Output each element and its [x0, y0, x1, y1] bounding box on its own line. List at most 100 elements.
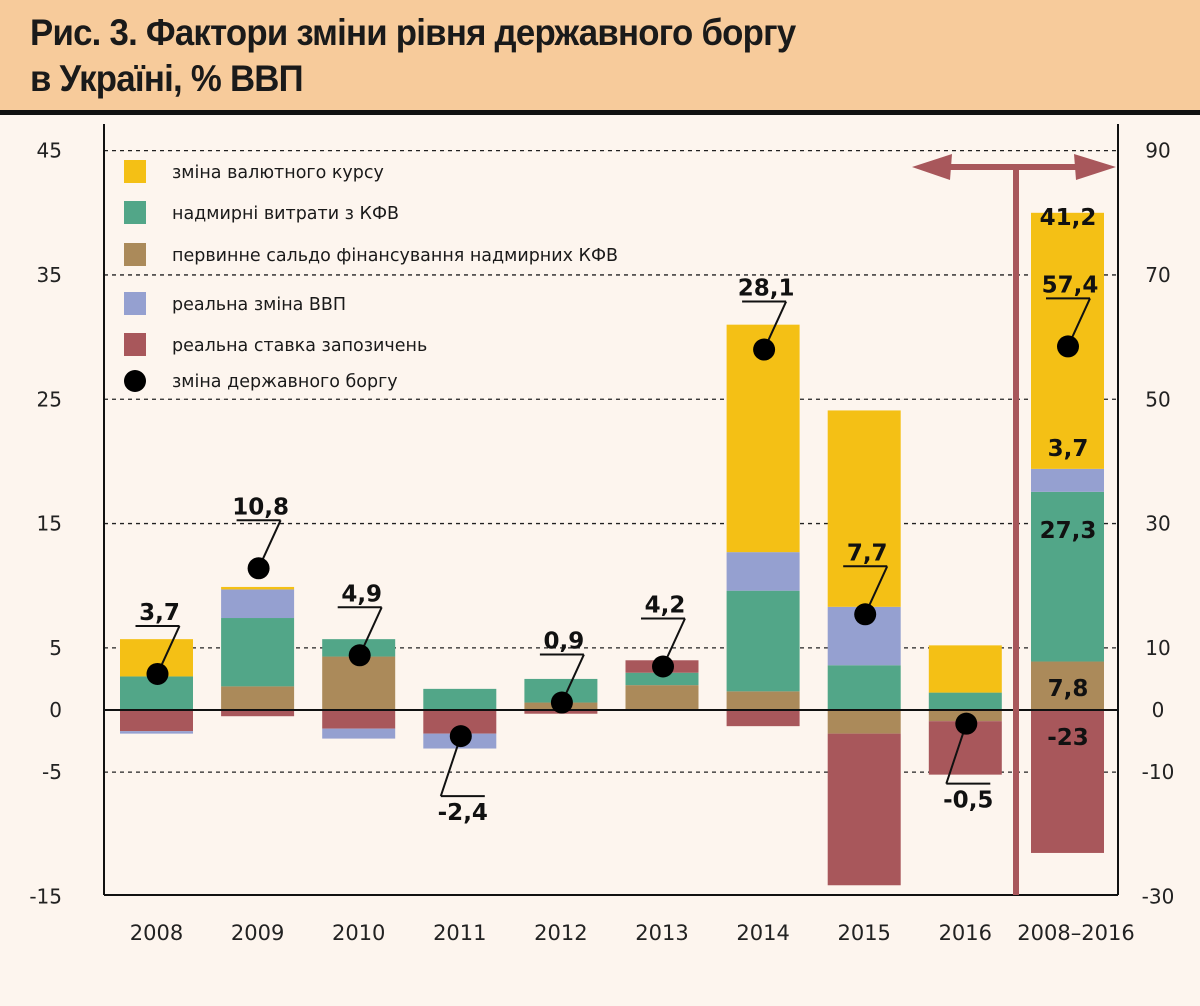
legend-dot-icon	[124, 370, 146, 392]
legend-swatch-primary_balance	[124, 243, 146, 266]
legend-label: реальна зміна ВВП	[172, 295, 346, 315]
debt-change-dot	[247, 557, 270, 580]
cumulative-segment-label-exchange_rate: 41,2	[1040, 205, 1097, 231]
left-axis-tick-label: -5	[42, 760, 62, 784]
arrow-head-left-icon	[912, 154, 952, 180]
x-axis-label: 2008–2016	[1017, 921, 1134, 945]
chart-title: Рис. 3. Фактори зміни рівня державного б…	[30, 10, 796, 102]
bar-segment-real_rate	[322, 710, 396, 729]
legend-item: первинне сальдо фінансування надмирних К…	[124, 243, 618, 266]
legend-swatch-real_gdp	[124, 292, 146, 315]
bar-segment-real_rate	[827, 733, 901, 886]
debt-change-label: 4,9	[341, 581, 382, 607]
bar-stack-2009	[221, 586, 295, 717]
debt-change-label: 28,1	[738, 276, 795, 302]
x-axis-label: 2016	[939, 921, 992, 945]
cumulative-segment-label-real_rate: -23	[1047, 725, 1089, 751]
bar-segment-excess_spending	[726, 590, 800, 692]
legend-item: зміна валютного курсу	[124, 160, 384, 183]
debt-change-dot	[652, 655, 674, 678]
legend-label: реальна ставка запозичень	[172, 336, 427, 356]
bar-stack-2014	[726, 324, 800, 727]
bar-segment-exchange_rate	[827, 410, 901, 607]
right-axis-tick-label: 10	[1145, 636, 1170, 660]
bar-segment-excess_spending	[1031, 491, 1104, 662]
x-axis-label: 2013	[635, 921, 688, 945]
left-axis-tick-label: 5	[49, 636, 62, 660]
debt-change-callout-2015: 7,7	[843, 540, 889, 626]
bar-segment-primary_balance	[625, 685, 699, 710]
bar-segment-real_gdp	[322, 728, 396, 739]
bar-segment-primary_balance	[827, 710, 901, 734]
bar-segment-real_rate	[221, 710, 295, 717]
debt-change-callout-2010: 4,9	[337, 581, 383, 667]
bar-segment-excess_spending	[423, 688, 497, 710]
debt-change-dot	[854, 603, 877, 626]
legend: зміна валютного курсу надмирні витрати з …	[124, 160, 618, 392]
legend-item: реальна ставка запозичень	[124, 333, 427, 356]
chart-title-line-1: Рис. 3. Фактори зміни рівня державного б…	[30, 12, 796, 53]
debt-change-callout-2008–2016: 57,4	[1042, 272, 1098, 358]
debt-change-dot	[1057, 335, 1079, 358]
cumulative-arrow-annotation	[912, 154, 1116, 895]
x-axis-label: 2014	[736, 921, 789, 945]
left-axis-tick-label: 45	[37, 139, 62, 163]
debt-change-callout-2012: 0,9	[539, 629, 585, 714]
debt-change-callout-2016: -0,5	[943, 712, 993, 814]
debt-change-label: 4,2	[645, 592, 686, 618]
right-axis-tick-label: 30	[1145, 512, 1170, 536]
bar-segment-excess_spending	[928, 692, 1002, 710]
bar-stack-2015	[827, 410, 901, 886]
x-axis-label: 2012	[534, 921, 587, 945]
x-axis-label: 2008	[130, 921, 183, 945]
cumulative-segment-label-excess_spending: 27,3	[1040, 518, 1097, 544]
right-axis-tick-label: 90	[1145, 139, 1170, 163]
right-axis-tick-label: 70	[1145, 263, 1170, 287]
bar-segment-exchange_rate	[221, 586, 295, 590]
bar-stack-2013	[625, 660, 699, 710]
arrow-head-right-icon	[1074, 154, 1116, 180]
debt-change-callout-2013: 4,2	[641, 592, 686, 678]
x-axis-label: 2010	[332, 921, 385, 945]
debt-change-callout-2009: 10,8	[232, 494, 289, 580]
bar-segment-real_rate	[423, 710, 497, 734]
bar-segment-real_rate	[120, 710, 193, 732]
legend-label: зміна державного боргу	[172, 372, 398, 392]
bar-stack-2008	[120, 639, 193, 734]
cumulative-segment-label-real_gdp: 3,7	[1048, 436, 1089, 462]
legend-label: надмирні витрати з КФВ	[172, 204, 399, 224]
x-axis-label: 2015	[837, 921, 890, 945]
legend-swatch-exchange_rate	[124, 160, 146, 183]
debt-change-dot	[955, 712, 978, 735]
legend-label: зміна валютного курсу	[172, 163, 384, 183]
bar-segment-real_gdp	[120, 731, 193, 734]
left-axis-tick-label: 25	[37, 387, 62, 411]
bar-stack-2008–2016	[1031, 212, 1104, 853]
axes: 45 90 35 70 25 50 15 30 5 10 0 0 -5 -10 -15 -30 2008 2009…	[29, 124, 1174, 945]
bar-segment-excess_spending	[827, 665, 901, 710]
debt-change-dot	[146, 662, 169, 685]
legend-swatch-excess_spending	[124, 201, 146, 224]
chart-header: Рис. 3. Фактори зміни рівня державного б…	[0, 0, 1200, 115]
debt-change-label: 3,7	[139, 600, 180, 626]
legend-item: зміна державного боргу	[124, 370, 398, 392]
legend-swatch-real_rate	[124, 333, 146, 356]
bar-segment-primary_balance	[221, 686, 295, 710]
legend-item: реальна зміна ВВП	[124, 292, 346, 315]
debt-change-dot	[348, 644, 371, 667]
bar-segment-primary_balance	[1031, 661, 1104, 710]
debt-change-callout-2014: 28,1	[738, 276, 795, 361]
bar-stack-2011	[423, 688, 497, 749]
bar-segment-real_gdp	[726, 552, 800, 591]
chart-title-line-2: в Україні, % ВВП	[30, 58, 304, 99]
left-axis-tick-label: 15	[37, 512, 62, 536]
debt-change-callout-2011: -2,4	[438, 725, 488, 826]
debt-change-label: 0,9	[544, 629, 585, 655]
bar-segment-exchange_rate	[726, 324, 800, 553]
bar-segment-exchange_rate	[928, 645, 1002, 693]
cumulative-segment-label-primary_balance: 7,8	[1048, 676, 1089, 702]
bar-segment-real_rate	[1031, 710, 1104, 853]
debt-change-label: 7,7	[847, 540, 888, 566]
bar-segment-real_rate	[726, 710, 800, 727]
